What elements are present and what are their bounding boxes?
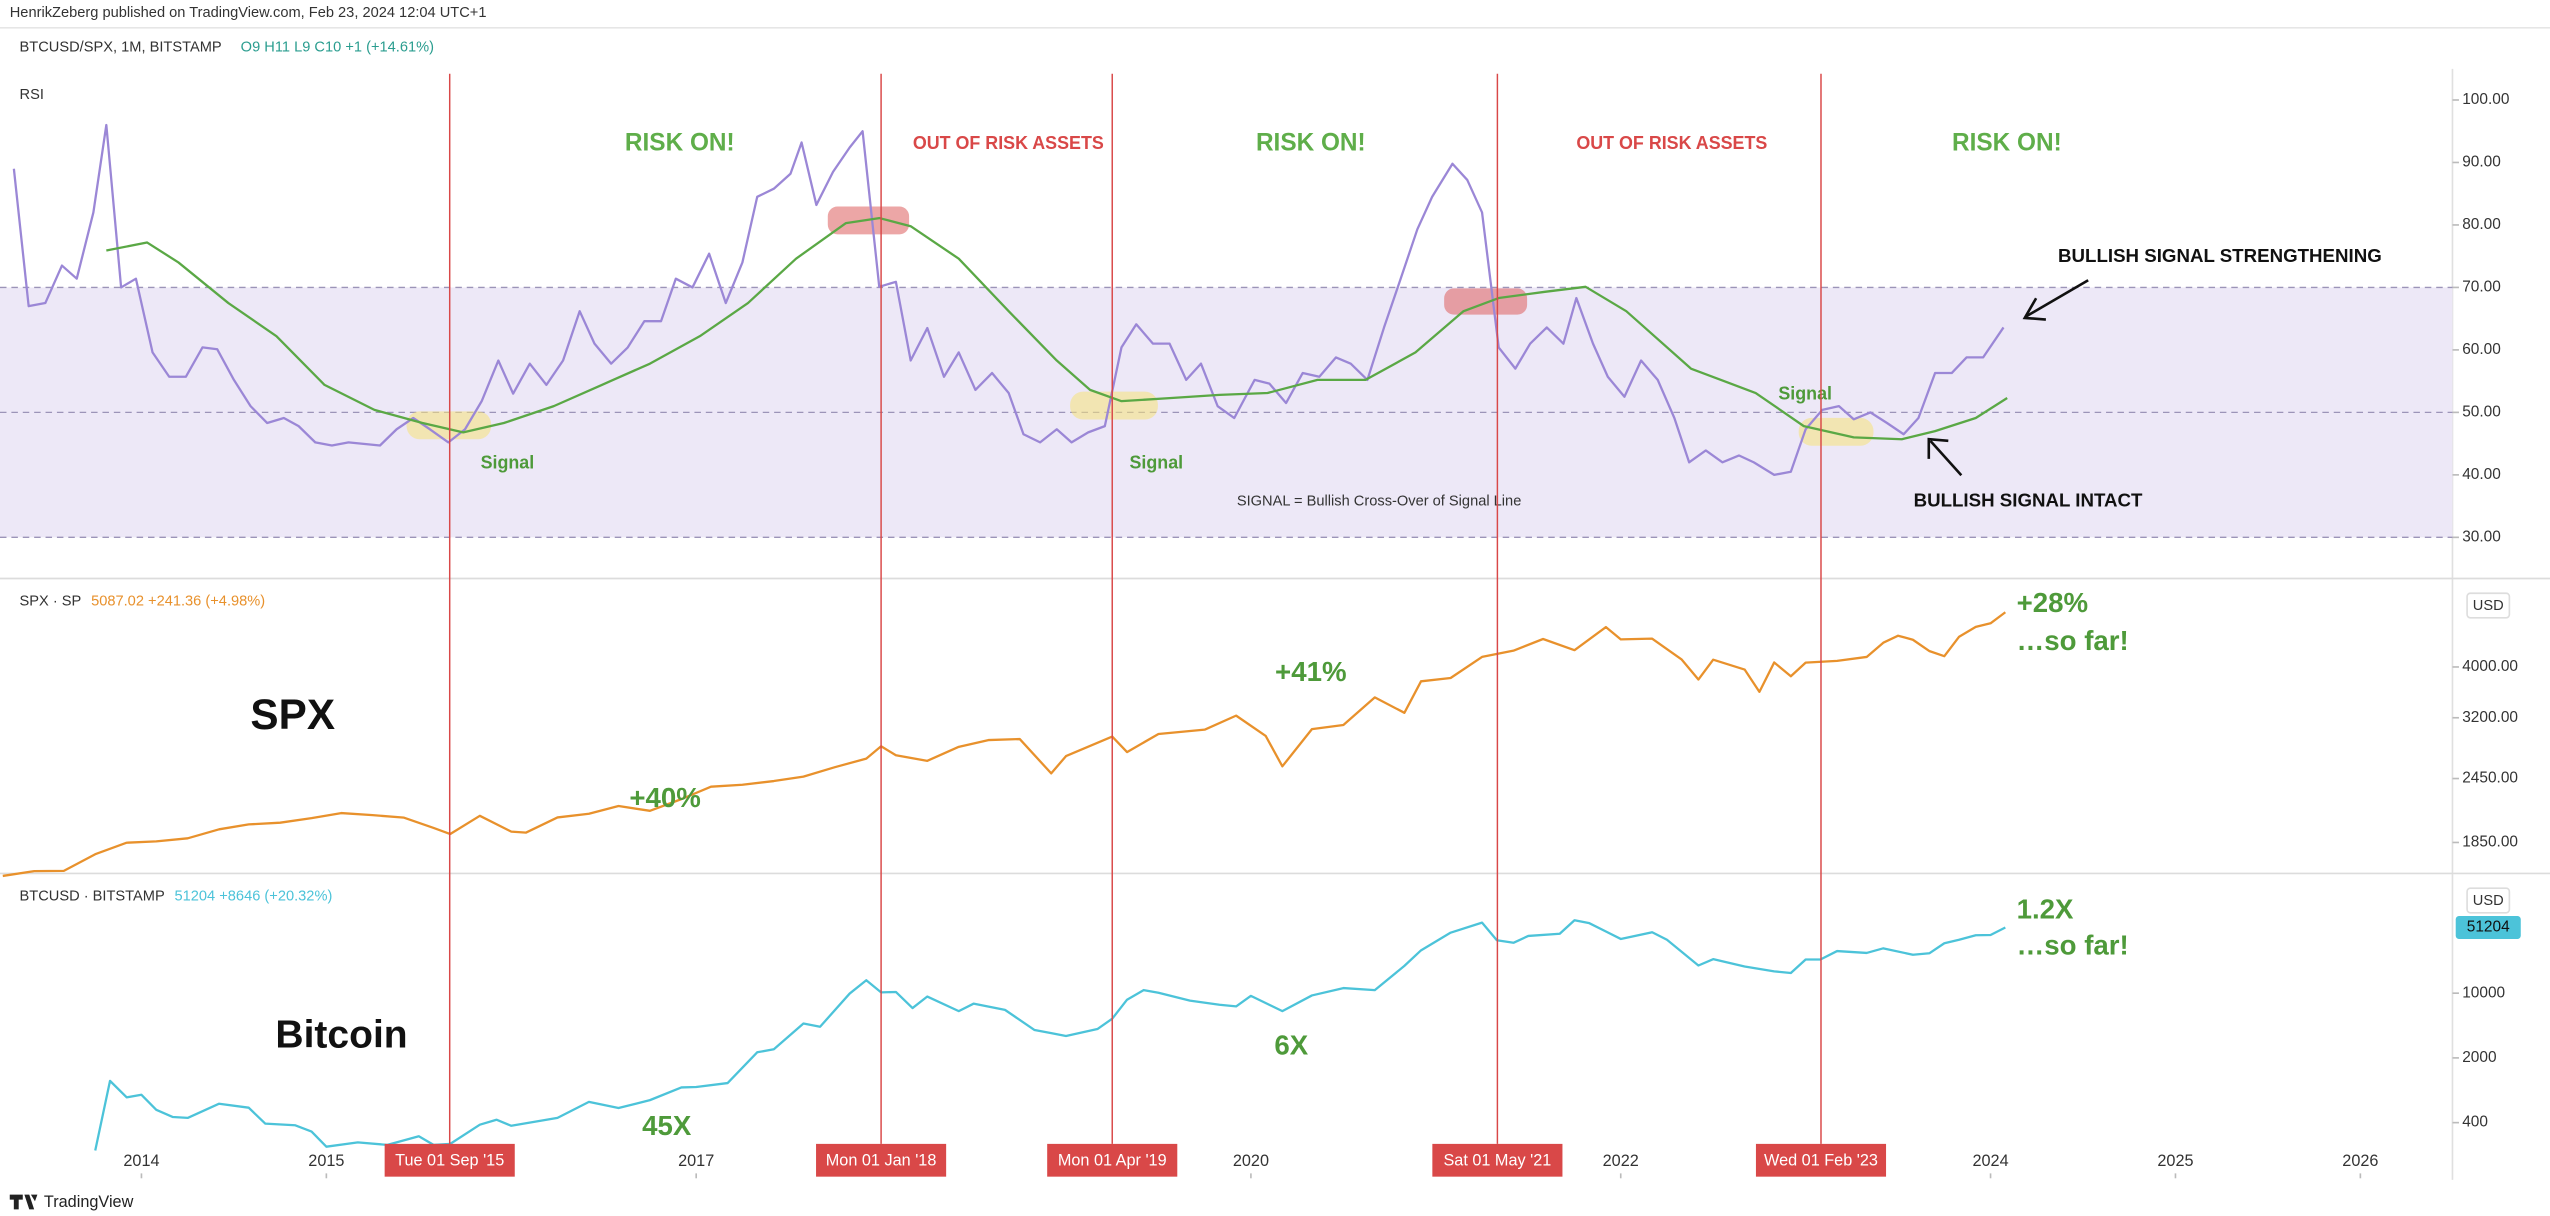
x-tick-label: 2022 [1603,1152,1639,1170]
annotation: BULLISH SIGNAL INTACT [1914,489,2143,510]
annotation: OUT OF RISK ASSETS [913,133,1104,153]
annotation: 45X [642,1110,692,1141]
x-tick-label: 2026 [2342,1152,2378,1170]
y-tick-label: 80.00 [2462,216,2501,233]
arrow [2025,279,2089,318]
marker-badge [384,1143,515,1177]
y-tick-label: 2450.00 [2462,770,2518,787]
y-tick-label: 2000 [2462,1049,2497,1066]
signal-highlight [406,411,492,440]
annotation: …so far! [2017,625,2129,656]
arrow [1929,439,1963,477]
legend-values: 5087.02 +241.36 (+4.98%) [91,593,265,609]
annotation: SPX [250,691,335,738]
x-tick-label: 2020 [1233,1152,1269,1170]
annotation: +41% [1275,656,1346,687]
axis-unit: USD [2473,598,2504,614]
signal-highlight [1070,391,1158,420]
signal-highlight [1798,417,1874,446]
unit-box [2466,887,2511,914]
marker-badge [816,1143,947,1177]
annotation: OUT OF RISK ASSETS [1576,133,1767,153]
annotation: Signal [1129,452,1183,472]
annotation: Signal [481,452,535,472]
y-tick-label: 1850.00 [2462,834,2518,851]
y-tick-label: 30.00 [2462,528,2501,545]
annotation: RISK ON! [625,130,735,157]
price-badge [2455,916,2521,939]
y-tick-label: 100.00 [2462,91,2510,108]
annotation: …so far! [2017,929,2129,960]
y-tick-label: 10000 [2462,984,2505,1001]
footer-logo: TradingView [9,1193,134,1211]
price-badge-label: 51204 [2467,919,2510,936]
y-tick-label: 60.00 [2462,341,2501,358]
annotation: +28% [2017,587,2088,618]
annotation: BULLISH SIGNAL STRENGTHENING [2058,245,2382,266]
y-tick-label: 70.00 [2462,278,2501,295]
y-tick-label: 4000.00 [2462,658,2518,675]
marker-badge [1432,1143,1563,1177]
annotation: SIGNAL = Bullish Cross-Over of Signal Li… [1237,493,1521,509]
arrow-head [2022,297,2046,321]
legend-values: 51204 +8646 (+20.32%) [175,888,333,904]
annotation: Signal [1778,384,1832,404]
byline: HenrikZeberg published on TradingView.co… [10,5,487,21]
exit-highlight [1444,288,1528,315]
series-line [2,611,2007,878]
marker-label: Tue 01 Sep '15 [395,1151,504,1169]
ohlc-legend: O9 H11 L9 C10 +1 (+14.61%) [241,39,434,55]
marker-badge [1755,1143,1887,1177]
series-line [94,919,2006,1151]
x-tick-label: 2024 [1972,1152,2008,1170]
y-tick-label: 90.00 [2462,154,2501,171]
arrow-head [1927,437,1949,459]
annotation: Bitcoin [275,1014,407,1057]
marker-label: Sat 01 May '21 [1443,1151,1551,1169]
y-tick-label: 400 [2462,1114,2488,1131]
series-line [12,123,2005,477]
marker-label: Mon 01 Apr '19 [1058,1151,1167,1169]
x-tick-label: 2015 [308,1152,344,1170]
marker-badge [1047,1143,1178,1177]
x-tick-label: 2014 [123,1152,159,1170]
y-tick-label: 40.00 [2462,466,2501,483]
chart-body: HenrikZeberg published on TradingView.co… [0,5,2550,1211]
axis-unit: USD [2473,893,2504,909]
logo [9,1194,38,1210]
marker-label: Mon 01 Jan '18 [826,1151,937,1169]
unit-box [2466,592,2511,619]
annotation: 1.2X [2017,893,2074,924]
series-line [106,216,2008,441]
annotation: +40% [629,782,700,813]
legend-name: BTCUSD · BITSTAMP [20,888,165,904]
y-tick-label: 3200.00 [2462,709,2518,726]
marker-label: Wed 01 Feb '23 [1764,1151,1878,1169]
x-tick-label: 2017 [678,1152,714,1170]
legend-name: SPX · SP [20,593,82,609]
footer-brand: TradingView [44,1193,134,1211]
arrows [1927,279,2089,477]
symbol-legend: BTCUSD/SPX, 1M, BITSTAMP [20,39,222,55]
annotation: RISK ON! [1256,130,1366,157]
x-tick-label: 2025 [2157,1152,2193,1170]
annotation: 6X [1274,1029,1308,1060]
annotation: RISK ON! [1952,130,2062,157]
y-tick-label: 50.00 [2462,403,2501,420]
pane-title: RSI [20,87,44,103]
